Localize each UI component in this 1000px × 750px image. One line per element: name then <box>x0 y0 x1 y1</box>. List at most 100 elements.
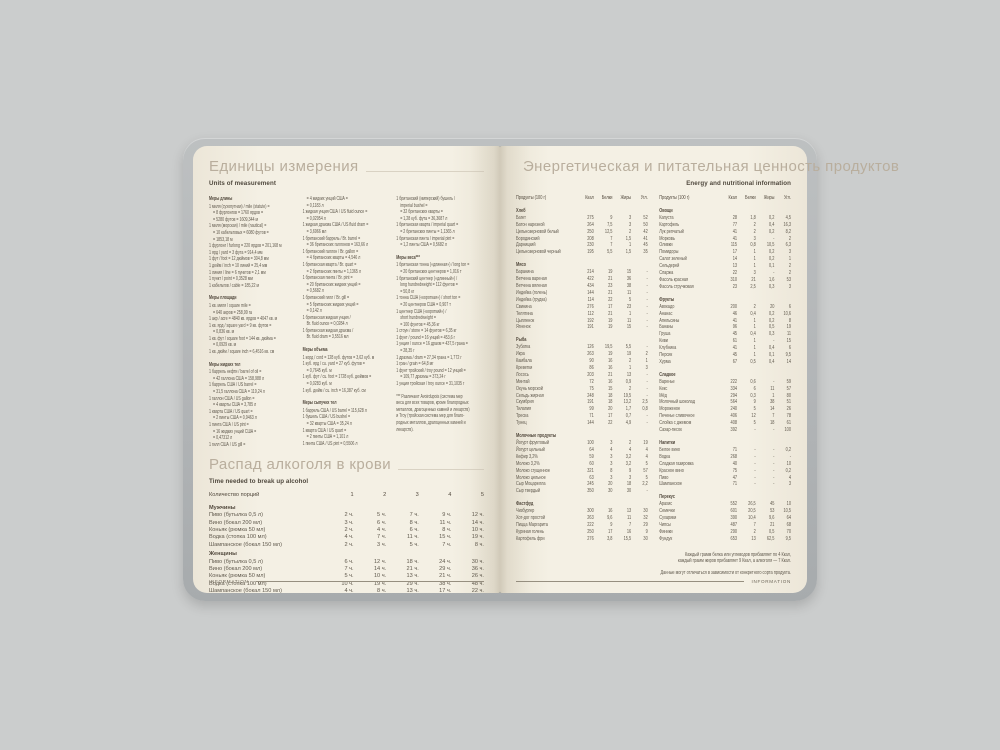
row-label: Салат зеленый <box>659 256 687 263</box>
cell-value: 18 ч. <box>406 558 419 565</box>
cell-value: - <box>646 344 648 351</box>
units-line: = 4 кварты США = 3,785 л <box>209 402 257 409</box>
table-row: Варенье 222 0,6 - 59 <box>659 379 791 386</box>
footnote: Каждый грамм белка или углеводов прибавл… <box>684 551 792 558</box>
cell-value: 6 <box>788 345 792 352</box>
cell-value: 38 <box>770 399 775 406</box>
cell-value: 11 <box>770 385 775 392</box>
table-row: Киви 61 1 - 15 <box>659 338 791 345</box>
table-row: Молоко сгущенное 321 8 9 57 <box>516 468 648 475</box>
cell-value: - <box>773 453 775 460</box>
cell-value: 6 ч. <box>344 558 354 565</box>
row-label: Креветки <box>516 364 533 371</box>
units-line: 1 бушель США / US bushel = <box>302 414 351 421</box>
nutrition-table-right: Продукты (100 г) Ккал Белки Жиры Угл. Овощи Ка… <box>659 195 791 543</box>
table-row: Фасоль красная 310 21 1,6 53 <box>659 277 791 284</box>
units-line: 1 тонна США («короткая») / short ton = <box>396 295 461 302</box>
cell-value: Угл. <box>784 195 792 201</box>
table-row: Камбала 90 16 2 1 <box>516 358 648 365</box>
row-label: Картофель фри <box>516 535 545 542</box>
units-line: 1 стоун / stone = 14 фунтов = 6,35 кг <box>396 328 457 335</box>
cell-value: - <box>754 467 756 474</box>
cell-value: 22 <box>608 296 613 303</box>
table-row: Сельдь жирная 248 18 19,5 - <box>516 393 648 400</box>
units-line: 1 миля (морская) / mile (nautical) = <box>209 223 267 230</box>
cell-value: 115 <box>730 242 738 249</box>
row-label: Фасоль стручковая <box>659 283 694 290</box>
cell-value: 9 ч. <box>442 512 452 519</box>
cell-value: 12,5 <box>604 228 613 235</box>
table-row: Скумбрия 191 18 13,2 2,5 <box>516 399 648 406</box>
units-line: 1 британская тонна («длинная») / long to… <box>396 262 470 269</box>
table-row: Индейка (голень) 144 21 11 - <box>516 290 648 297</box>
row-label: Клубника <box>659 345 677 352</box>
row-label: Коньяк (рюмка 50 мл) <box>209 573 266 580</box>
cell-value: - <box>754 481 756 488</box>
units-line: = 0,836 кв. м <box>209 329 235 336</box>
table-row: Индейка (грудка) 114 22 5 - <box>516 297 648 304</box>
row-label: Чизбургер <box>516 508 535 515</box>
cell-value: 5 ч. <box>377 512 387 519</box>
table-row: Молоко цельное 63 3 3 5 <box>516 475 648 482</box>
cell-value: 1 <box>788 256 792 263</box>
cell-value: 0,6 <box>750 378 756 385</box>
units-line: = 10 кабельтовых = 6080 футов = <box>209 229 269 236</box>
row-label: Красное вино <box>659 467 684 474</box>
cell-value: 86 <box>589 364 594 371</box>
cell-value: 3 <box>629 214 632 221</box>
cell-value: 45 <box>643 242 648 249</box>
cell-value: 77 <box>732 221 738 228</box>
cell-value: - <box>646 289 648 296</box>
units-line: 1 ярд / yard = 3 фута = 914,4 мм <box>209 249 263 256</box>
table-row: Чизбургер 300 16 13 30 <box>516 508 648 515</box>
cell-value: 126 <box>587 344 594 351</box>
cell-value: 0,7 <box>625 413 632 420</box>
units-line: = 4 британских кварты = 4,546 л <box>302 255 361 262</box>
cell-value: 3 <box>415 492 419 499</box>
cell-value: 14 ч. <box>471 519 484 526</box>
table-row: Пиво (бутылка 0,5 л) 2 ч. 5 ч. 7 ч. 9 ч. 12 ч… <box>209 512 484 519</box>
cell-value: 0,5 <box>750 358 756 365</box>
cell-value: 21 <box>608 289 613 296</box>
cell-value: 1 <box>753 256 756 263</box>
table-row: Вино (бокал 200 мл) 3 ч. 6 ч. 8 ч. 11 ч. 14 ч… <box>209 520 484 527</box>
cell-value: 10,6 <box>783 310 792 317</box>
footer-rule <box>255 581 484 582</box>
cell-value: 1 <box>629 364 632 371</box>
row-label: Пиво <box>659 474 669 481</box>
row-label: Ягненок <box>516 324 531 331</box>
units-line: 1 унция тройская / troy ounce = 31,1035 … <box>396 381 465 388</box>
group-header: Фастфуд <box>516 501 534 508</box>
row-label: Морковь <box>659 235 675 242</box>
cell-value: 0,2 <box>785 467 792 474</box>
table-row: Оливки 115 0,8 10,5 6,3 <box>659 242 791 249</box>
cell-value: 11 <box>627 289 632 296</box>
cell-value: 3,8 <box>607 535 613 542</box>
row-label: Багет <box>516 214 526 221</box>
units-line: веса для всех товаров, кроме благородных <box>396 400 469 407</box>
cell-value: 222 <box>730 378 738 385</box>
row-label: Куриная голень <box>516 528 544 535</box>
cell-value: 7 <box>610 235 613 242</box>
cell-value: 13 ч. <box>406 573 419 580</box>
cell-value: 5 <box>629 296 632 303</box>
cell-value: 7 ч. <box>344 566 354 573</box>
units-line: = 100 фунтов = 45,36 кг <box>396 321 440 328</box>
cell-value: 0,1 <box>769 352 775 359</box>
cell-value: 16 <box>608 358 613 365</box>
cell-value: 17 ч. <box>439 588 452 595</box>
footnote: каждый грамм жиров прибавляет 9 Ккал, а … <box>677 558 792 565</box>
units-line: = 0,47312 л <box>209 435 233 442</box>
cell-value: 191 <box>587 324 594 331</box>
cell-value: 14 <box>786 358 792 365</box>
cell-value: 18 <box>626 481 632 488</box>
table-row: Хот-дог простой 263 9,6 11 32 <box>516 515 648 522</box>
units-line: 1 британская пинта / Br. pint = <box>302 275 353 282</box>
cell-value: 3 <box>629 474 632 481</box>
cell-value: 2 <box>753 528 756 535</box>
cell-value: 19,5 <box>623 392 632 399</box>
cell-value: 200 <box>730 303 738 310</box>
cell-value: 17 <box>608 303 613 310</box>
cell-value: 19 <box>608 324 613 331</box>
